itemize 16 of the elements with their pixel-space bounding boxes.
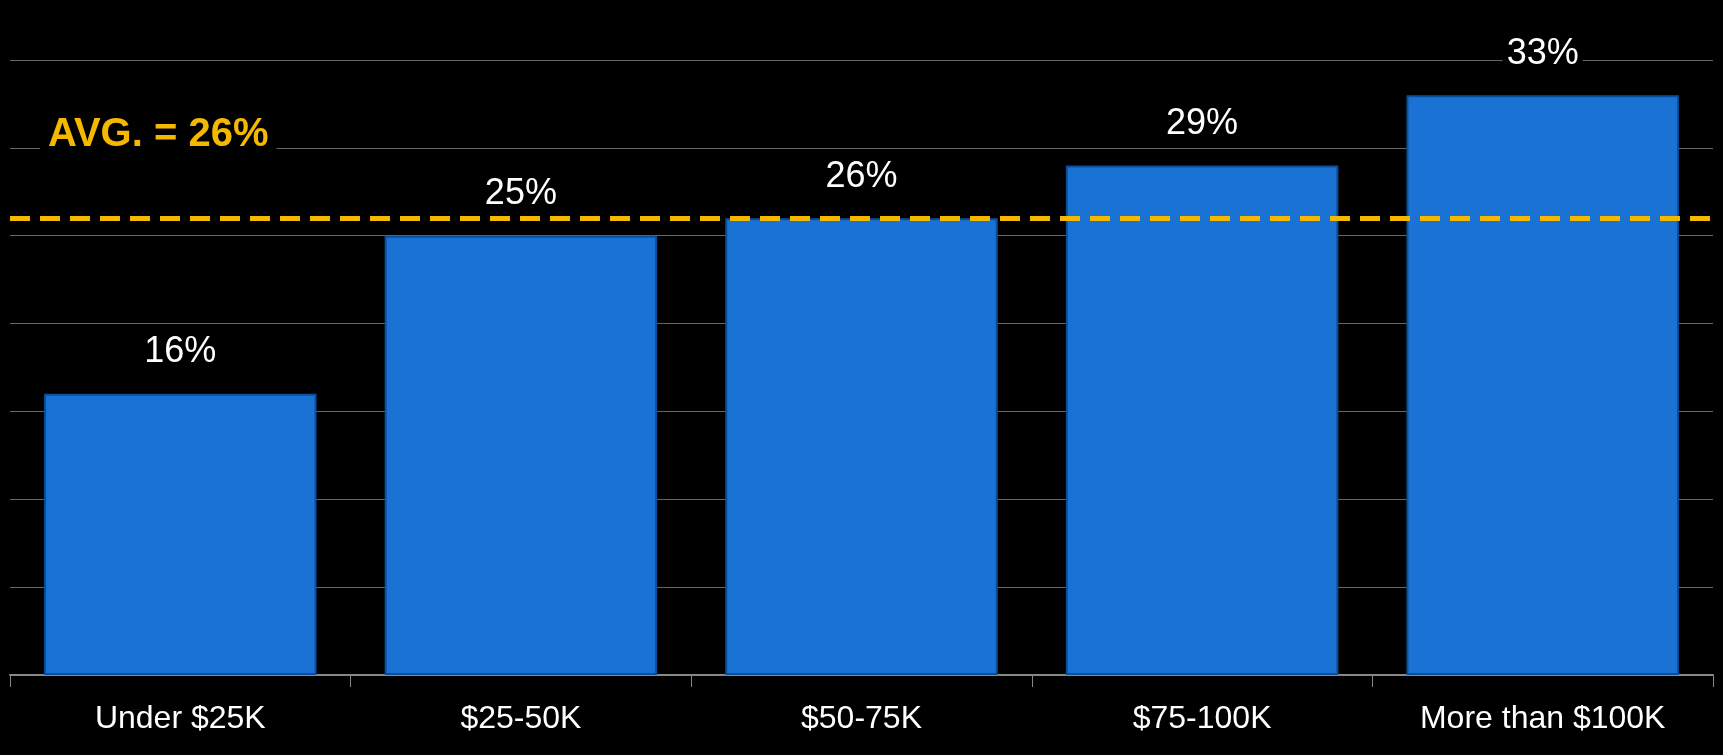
data-label: 29% xyxy=(1166,100,1239,142)
ref-line-label: AVG. = 26% xyxy=(48,110,269,155)
data-label: 33% xyxy=(1506,30,1579,72)
data-label: 16% xyxy=(144,329,217,371)
x-tick-label: $50-75K xyxy=(801,699,922,735)
bar xyxy=(1406,95,1679,675)
bar xyxy=(1065,165,1339,675)
data-label: 26% xyxy=(825,153,898,195)
x-tick-label: $25-50K xyxy=(460,699,582,735)
x-tick-label: More than $100K xyxy=(1419,699,1666,735)
data-label: 25% xyxy=(484,171,557,213)
bar xyxy=(44,393,317,675)
x-tick-label: $75-100K xyxy=(1132,699,1272,735)
x-tick-label: Under $25K xyxy=(94,699,266,735)
bar xyxy=(384,235,658,675)
bar xyxy=(725,218,998,675)
